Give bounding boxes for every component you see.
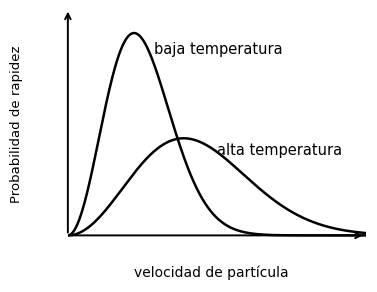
Text: velocidad de partícula: velocidad de partícula xyxy=(133,266,288,280)
Text: Probabilidad de rapidez: Probabilidad de rapidez xyxy=(10,45,23,203)
Text: baja temperatura: baja temperatura xyxy=(154,42,282,57)
Text: alta temperatura: alta temperatura xyxy=(217,143,342,159)
